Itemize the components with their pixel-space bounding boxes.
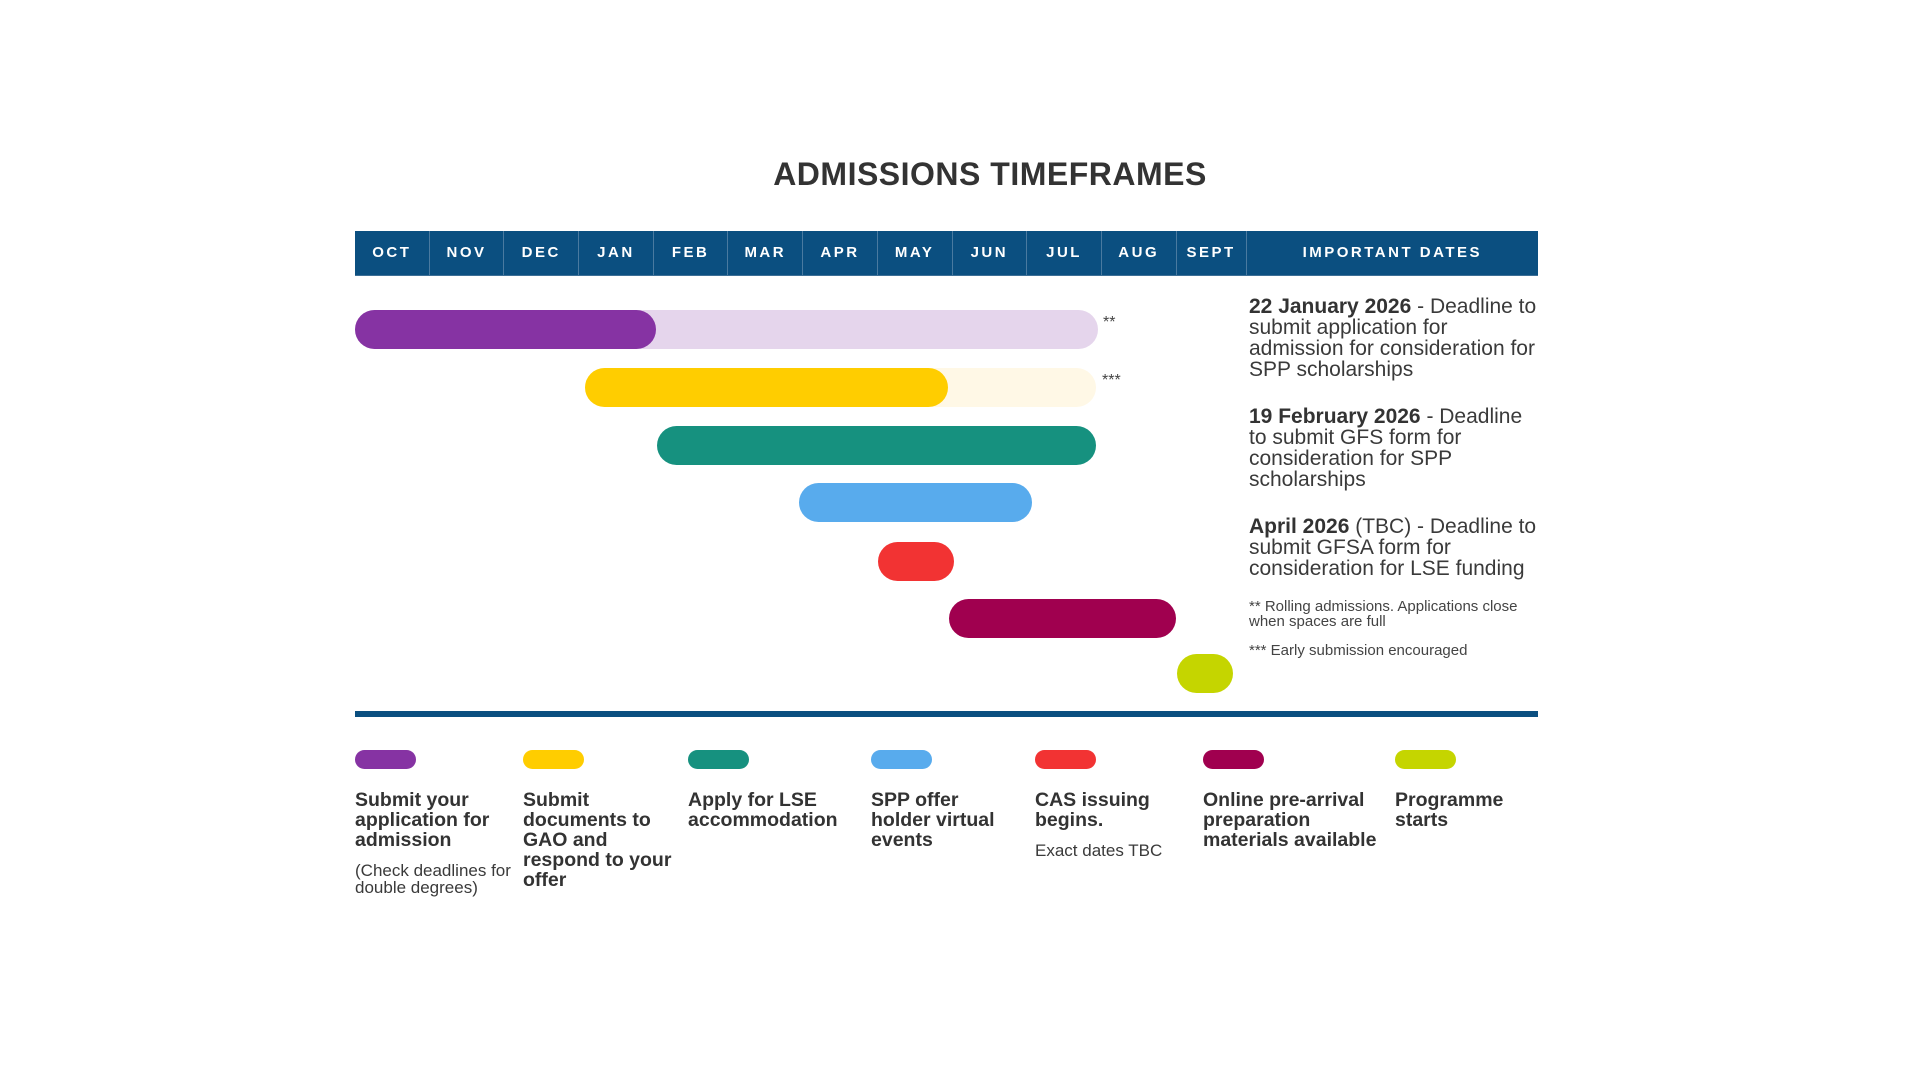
note-rolling: ** Rolling admissions. Applications clos… [1249,598,1518,630]
month-header: OCT NOV DEC JAN FEB MAR APR MAY JUN JUL … [355,231,1538,276]
legend-swatch-yellow [523,750,584,769]
date-label: 22 January 2026 [1249,295,1412,318]
date-description: (TBC) - Deadline to submit GFSA form for… [1249,515,1537,580]
bar-pre-arrival [949,599,1176,638]
bar-documents [585,368,948,407]
month-dec: DEC [504,231,580,275]
legend-item-documents: Submit documents to GAO and respond to y… [523,750,673,890]
date-label: 19 February 2026 [1249,405,1421,428]
important-date-1: 22 January 2026 - Deadline to submit app… [1249,296,1539,380]
bar-virtual-events [799,483,1032,522]
legend-swatch-purple [355,750,416,769]
legend-swatch-blue [871,750,932,769]
important-date-2: 19 February 2026 - Deadline to submit GF… [1249,406,1539,490]
month-mar: MAR [728,231,804,275]
month-sept: SEPT [1177,231,1247,275]
legend-swatch-teal [688,750,749,769]
legend-swatch-maroon [1203,750,1264,769]
note-early: *** Early submission encouraged [1249,642,1468,659]
legend-item-virtual-events: SPP offer holder virtual events [871,750,1021,850]
month-oct: OCT [355,231,430,275]
legend-label: Apply for LSE accommodation [688,789,838,831]
bar-programme-starts [1177,654,1233,693]
month-feb: FEB [654,231,729,275]
early-marker: *** [1102,372,1121,389]
important-dates-header: IMPORTANT DATES [1302,244,1482,261]
date-description: - Deadline to submit application for adm… [1249,295,1537,381]
legend-label: Programme starts [1395,789,1504,831]
month-aug: AUG [1102,231,1177,275]
date-description: - Deadline to submit GFS form for consid… [1249,405,1523,491]
bar-cas [878,542,954,581]
legend-item-accommodation: Apply for LSE accommodation [688,750,863,830]
legend-item-cas: CAS issuing begins. Exact dates TBC [1035,750,1195,859]
month-jan: JAN [579,231,654,275]
rolling-marker: ** [1103,314,1116,331]
important-date-3: April 2026 (TBC) - Deadline to submit GF… [1249,516,1539,579]
legend-sublabel: Exact dates TBC [1035,841,1163,860]
legend-item-pre-arrival: Online pre-arrival preparation materials… [1203,750,1393,850]
date-label: April 2026 [1249,515,1350,538]
legend-label: Submit documents to GAO and respond to y… [523,789,672,891]
bar-application [355,310,656,349]
legend-swatch-lime [1395,750,1456,769]
legend-label: Online pre-arrival preparation materials… [1203,789,1377,851]
month-nov: NOV [430,231,505,275]
legend-label: SPP offer holder virtual events [871,789,995,851]
legend-label: Submit your application for admission [355,789,490,851]
month-may: MAY [878,231,953,275]
important-dates-panel: 22 January 2026 - Deadline to submit app… [1249,296,1539,672]
month-jul: JUL [1027,231,1102,275]
legend-item-programme-starts: Programme starts [1395,750,1535,830]
divider [355,711,1538,717]
legend-sublabel: (Check deadlines for double degrees) [355,861,511,897]
legend-item-application: Submit your application for admission (C… [355,750,515,896]
chart-title: ADMISSIONS TIMEFRAMES [773,156,1207,192]
legend-label: CAS issuing begins. [1035,789,1150,831]
bar-accommodation [657,426,1096,465]
month-jun: JUN [953,231,1028,275]
month-apr: APR [803,231,878,275]
legend-swatch-red [1035,750,1096,769]
